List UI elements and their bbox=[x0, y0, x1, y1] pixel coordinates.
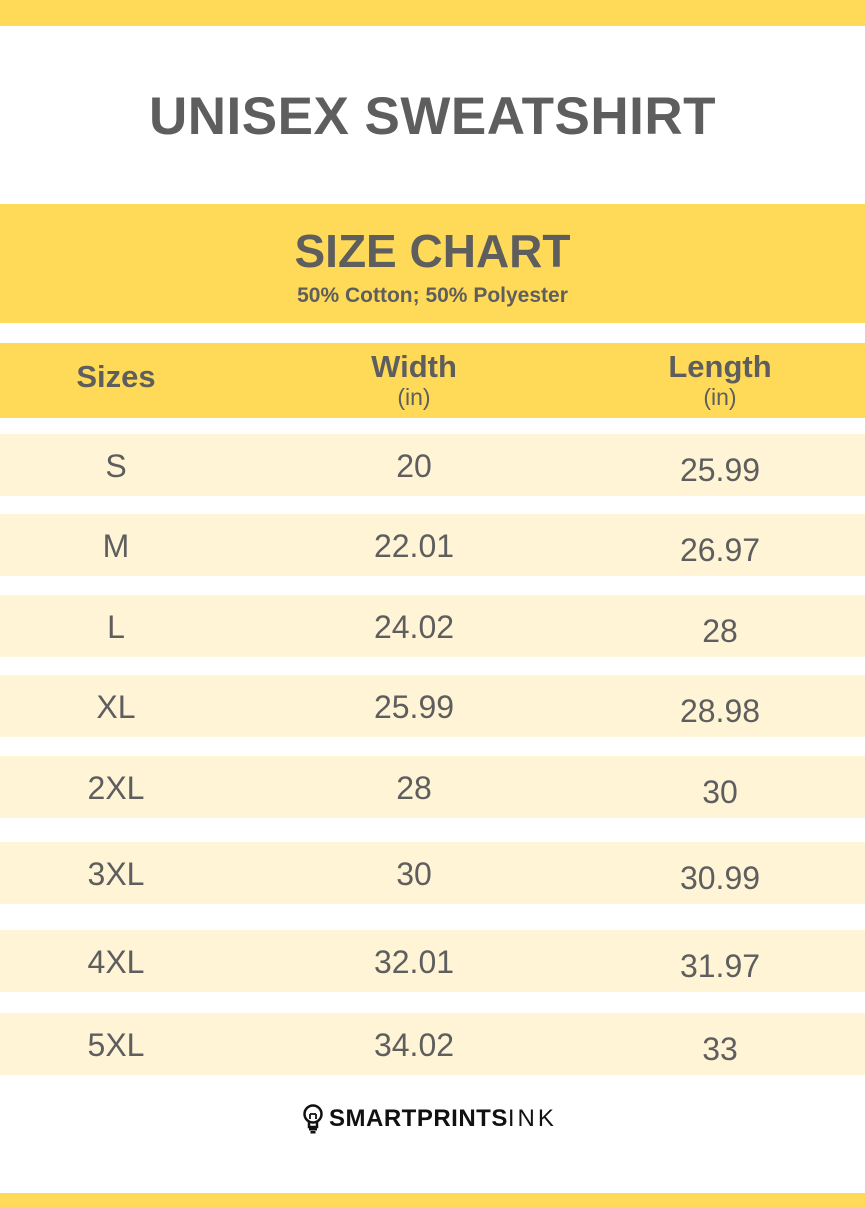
cell-width: 25.99 bbox=[373, 689, 455, 725]
page-title: UNISEX SWEATSHIRT bbox=[149, 87, 716, 146]
cell-length: 26.97 bbox=[679, 532, 761, 568]
table-row: 2XL 28 30 bbox=[0, 756, 865, 818]
top-accent-bar bbox=[0, 0, 865, 26]
cell-width: 24.02 bbox=[373, 609, 455, 645]
header-label: Sizes bbox=[76, 359, 156, 394]
table-row: 3XL 30 30.99 bbox=[0, 842, 865, 904]
table-row: 4XL 32.01 31.97 bbox=[0, 930, 865, 992]
lightbulb-icon bbox=[303, 1104, 323, 1134]
header-width: Width (in) bbox=[294, 349, 534, 409]
cell-length: 31.97 bbox=[679, 948, 761, 984]
cell-width: 22.01 bbox=[373, 528, 455, 564]
header-sizes: Sizes bbox=[0, 359, 236, 395]
logo-text-bold: SMARTPRINTS bbox=[329, 1105, 508, 1132]
header-label: Length bbox=[668, 349, 772, 384]
cell-width: 34.02 bbox=[373, 1027, 455, 1063]
cell-length: 33 bbox=[702, 1031, 738, 1067]
cell-size: 3XL bbox=[87, 856, 145, 892]
table-row: 5XL 34.02 33 bbox=[0, 1013, 865, 1075]
cell-width: 28 bbox=[396, 770, 432, 806]
cell-width: 32.01 bbox=[373, 944, 455, 980]
cell-size: XL bbox=[96, 689, 136, 725]
brand-logo: SMARTPRINTS INK bbox=[302, 1104, 557, 1134]
logo-text-light: INK bbox=[507, 1105, 557, 1132]
cell-length: 28.98 bbox=[679, 693, 761, 729]
table-row: M 22.01 26.97 bbox=[0, 514, 865, 576]
cell-size: M bbox=[102, 528, 130, 564]
header-unit: (in) bbox=[397, 384, 431, 410]
cell-length: 28 bbox=[702, 613, 738, 649]
cell-length: 30.99 bbox=[679, 860, 761, 896]
cell-size: 5XL bbox=[87, 1027, 145, 1063]
cell-length: 30 bbox=[702, 774, 738, 810]
header-unit: (in) bbox=[703, 384, 737, 410]
header-label: Width bbox=[371, 349, 457, 384]
bottom-accent-bar bbox=[0, 1193, 865, 1207]
table-header: Sizes Width (in) Length (in) bbox=[0, 343, 865, 418]
table-row: XL 25.99 28.98 bbox=[0, 675, 865, 737]
cell-size: S bbox=[105, 448, 127, 484]
cell-length: 25.99 bbox=[679, 452, 761, 488]
cell-width: 20 bbox=[396, 448, 432, 484]
header-length: Length (in) bbox=[600, 349, 840, 409]
cell-width: 30 bbox=[396, 856, 432, 892]
table-row: L 24.02 28 bbox=[0, 595, 865, 657]
cell-size: 2XL bbox=[87, 770, 145, 806]
size-chart-banner: SIZE CHART 50% Cotton; 50% Polyester bbox=[0, 204, 865, 323]
material-text: 50% Cotton; 50% Polyester bbox=[297, 284, 568, 307]
table-row: S 20 25.99 bbox=[0, 434, 865, 496]
size-chart-heading: SIZE CHART bbox=[294, 225, 571, 277]
cell-size: L bbox=[107, 609, 125, 645]
cell-size: 4XL bbox=[87, 944, 145, 980]
